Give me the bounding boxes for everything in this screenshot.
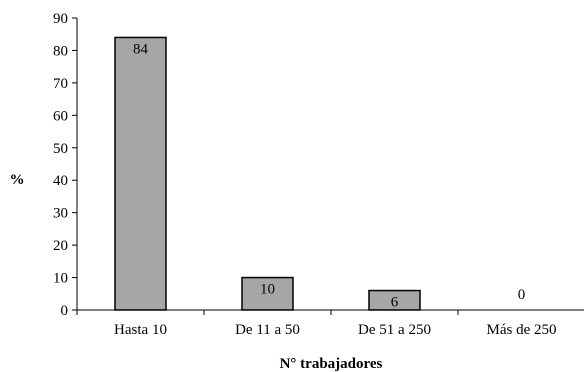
bar xyxy=(114,36,167,311)
y-tick-label: 40 xyxy=(53,173,68,189)
data-label: 84 xyxy=(133,41,149,57)
y-axis-title: % xyxy=(10,172,25,188)
y-axis: 0 10 20 30 40 50 60 70 80 90 xyxy=(53,11,78,319)
y-tick-label: 10 xyxy=(53,271,68,287)
data-label: 0 xyxy=(518,287,526,303)
data-labels: 84 10 6 0 xyxy=(133,41,525,310)
y-tick-label: 60 xyxy=(53,108,68,124)
bar xyxy=(368,289,421,311)
data-label: 10 xyxy=(260,282,275,298)
bars xyxy=(114,36,421,311)
bar xyxy=(241,276,294,311)
y-tick-label: 20 xyxy=(53,238,68,254)
x-axis-title: N° trabajadores xyxy=(280,356,383,372)
y-tick-label: 80 xyxy=(53,43,68,59)
data-label: 6 xyxy=(391,295,399,311)
y-tick-label: 30 xyxy=(53,206,68,222)
x-tick-label: Más de 250 xyxy=(487,322,557,338)
x-axis: Hasta 10 De 11 a 50 De 51 a 250 Más de 250 xyxy=(76,309,584,338)
x-tick-label: De 11 a 50 xyxy=(235,322,300,338)
y-tick-label: 90 xyxy=(53,11,68,27)
x-tick-label: De 51 a 250 xyxy=(358,322,431,338)
y-tick-label: 0 xyxy=(61,303,69,319)
x-tick-label: Hasta 10 xyxy=(114,322,167,338)
y-tick-label: 70 xyxy=(53,76,68,92)
y-tick-label: 50 xyxy=(53,141,68,157)
